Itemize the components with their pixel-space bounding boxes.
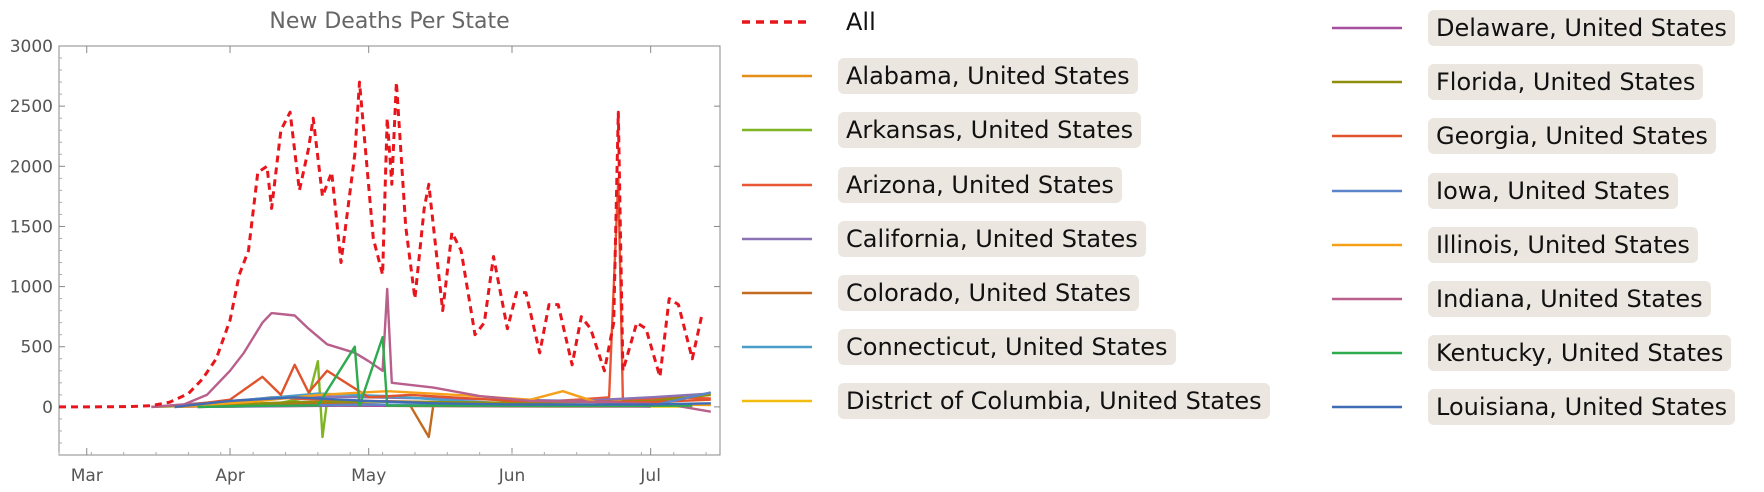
legend-item-district-of-columbia: District of Columbia, United States [742, 383, 1270, 420]
x-tick-label: Jun [498, 466, 526, 486]
x-tick-label: Mar [71, 466, 103, 486]
legend-swatch [742, 345, 812, 349]
legend-swatch [1332, 406, 1402, 409]
legend-item-arizona: Arizona, United States [742, 166, 1122, 203]
axis-ticks: 0 500 1000 1500 2000 2500 3000 Mar Apr May Jun Jul [10, 37, 720, 486]
legend-swatch [1332, 351, 1402, 355]
legend-swatch [742, 183, 812, 186]
legend-item-arkansas: Arkansas, United States [742, 112, 1142, 149]
x-tick-label: Apr [215, 466, 244, 486]
legend-swatch [1332, 243, 1402, 247]
legend-label: District of Columbia, United States [838, 383, 1270, 420]
legend-item-delaware: Delaware, United States [1332, 10, 1735, 46]
legend-item-connecticut: Connecticut, United States [742, 329, 1176, 366]
series-line-colorado [174, 402, 693, 439]
legend-label: Iowa, United States [1428, 172, 1678, 209]
legend-item-kentucky: Kentucky, United States [1332, 335, 1732, 372]
legend-item-colorado: Colorado, United States [742, 275, 1140, 311]
legend-label: Kentucky, United States [1428, 335, 1732, 372]
y-tick-label: 0 [42, 398, 53, 418]
legend-swatch [1332, 80, 1402, 84]
legend-swatch [742, 129, 812, 132]
chart-title: New Deaths Per State [269, 9, 509, 34]
series-line-kentucky [197, 335, 693, 409]
legend-label: All [846, 8, 876, 36]
legend-label: Georgia, United States [1428, 118, 1716, 155]
legend-item-florida: Florida, United States [1332, 64, 1704, 101]
legend-item-illinois: Illinois, United States [1332, 226, 1698, 263]
legend-label: Indiana, United States [1428, 281, 1711, 317]
legend-item-all: All [742, 4, 884, 40]
x-tick-label: May [351, 466, 386, 486]
legend-item-california: California, United States [742, 220, 1146, 257]
y-tick-label: 1500 [10, 217, 53, 237]
y-tick-label: 2500 [10, 97, 53, 117]
legend-item-louisiana: Louisiana, United States [1332, 389, 1736, 426]
x-tick-label: Jul [639, 466, 661, 486]
legend-swatch [742, 400, 812, 403]
series-layer [59, 80, 712, 439]
legend-swatch [742, 237, 812, 241]
series-line-louisiana [174, 396, 711, 409]
legend-item-alabama: Alabama, United States [742, 58, 1138, 95]
legend-label: Colorado, United States [838, 275, 1140, 311]
y-tick-label: 1000 [10, 278, 53, 298]
legend-label: Florida, United States [1428, 64, 1704, 101]
y-tick-label: 3000 [10, 37, 53, 57]
series-line-all [59, 80, 703, 409]
legend-label: Louisiana, United States [1428, 389, 1736, 426]
legend-label: Illinois, United States [1428, 226, 1698, 263]
legend-swatch [742, 20, 812, 24]
legend-label: Connecticut, United States [838, 329, 1176, 366]
legend-label: Arizona, United States [838, 166, 1122, 203]
legend-swatch [1332, 297, 1402, 301]
y-tick-label: 500 [21, 338, 53, 358]
legend-item-indiana: Indiana, United States [1332, 281, 1711, 317]
legend-label: Delaware, United States [1428, 10, 1735, 46]
legend-swatch [742, 291, 812, 295]
legend-label: California, United States [838, 220, 1146, 257]
legend-label: Arkansas, United States [838, 112, 1142, 149]
legend-swatch [1332, 26, 1402, 30]
y-tick-label: 2000 [10, 157, 53, 177]
legend-swatch [742, 74, 812, 78]
legend-swatch [1332, 135, 1402, 138]
legend-item-iowa: Iowa, United States [1332, 172, 1678, 209]
legend-item-georgia: Georgia, United States [1332, 118, 1716, 155]
legend-swatch [1332, 189, 1402, 192]
series-line-arizona [174, 177, 711, 409]
legend-label: Alabama, United States [838, 58, 1138, 95]
